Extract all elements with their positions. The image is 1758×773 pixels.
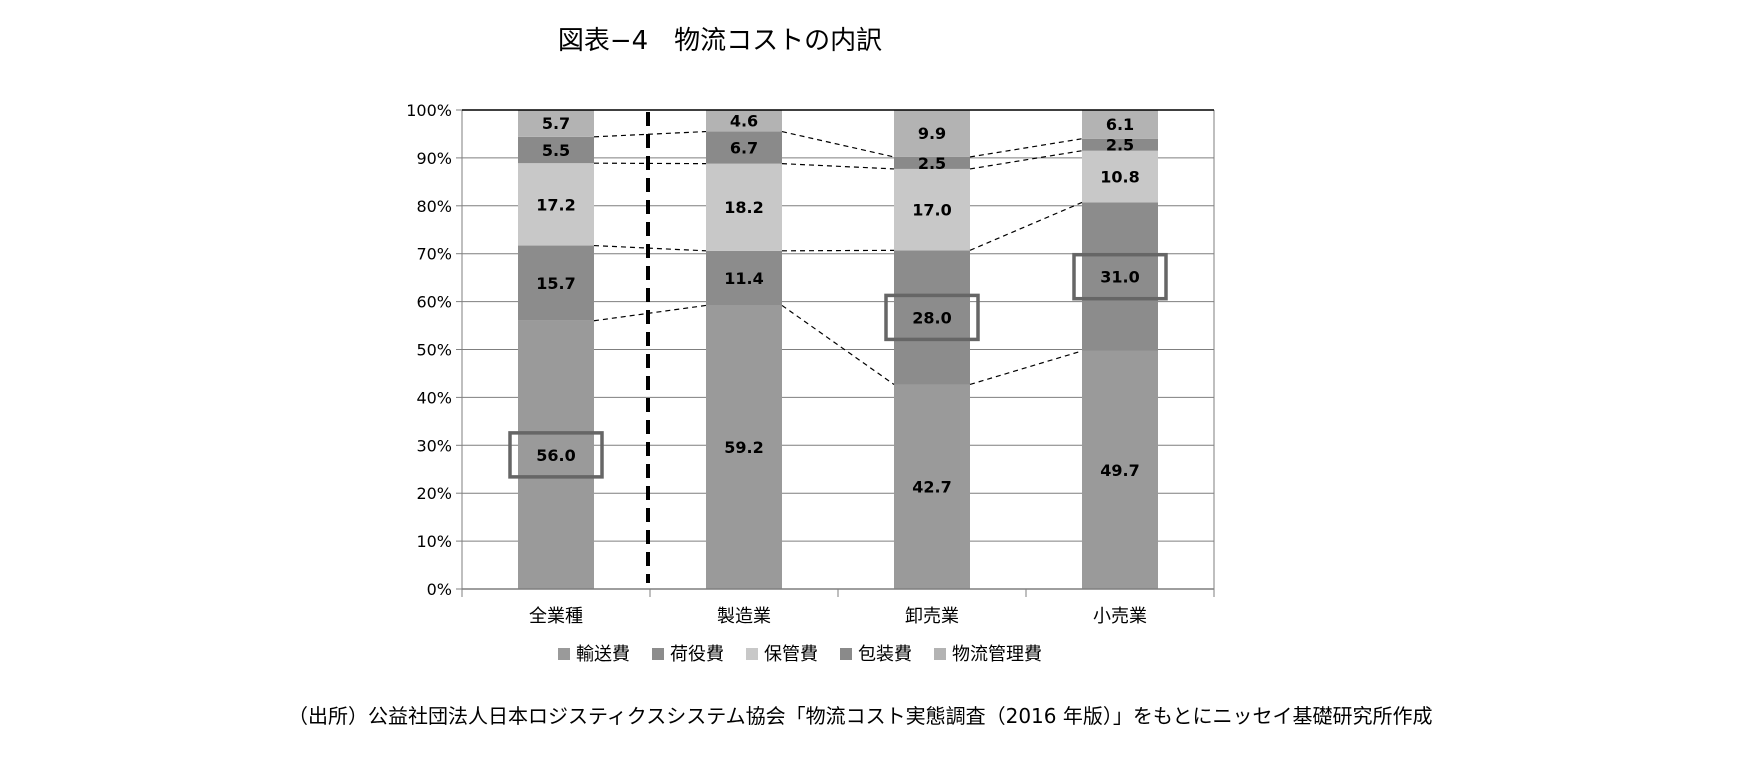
data-label: 59.2 — [724, 438, 763, 457]
bar-segment — [894, 168, 970, 251]
data-label: 56.0 — [536, 446, 575, 465]
bar-segment — [1082, 350, 1158, 589]
data-label: 17.2 — [536, 195, 575, 214]
connector-line — [781, 130, 895, 158]
data-label: 4.6 — [730, 112, 758, 131]
y-tick-label: 0% — [427, 580, 452, 599]
legend: 輸送費 荷役費 保管費 包装費 物流管理費 — [558, 644, 1042, 665]
bar-segment — [518, 136, 594, 164]
bar-segment — [894, 109, 970, 157]
highlight-box — [508, 431, 604, 479]
chart-title: 図表−4 物流コストの内訳 — [557, 26, 883, 56]
connector-line — [969, 350, 1083, 386]
data-label: 42.7 — [912, 478, 951, 497]
connector-line — [781, 304, 895, 385]
data-label: 17.0 — [912, 201, 951, 220]
legend-swatch — [746, 648, 758, 660]
y-tick-label: 70% — [416, 245, 452, 264]
data-label: 31.0 — [1100, 268, 1139, 287]
data-label: 5.5 — [542, 141, 570, 160]
data-label: 49.7 — [1100, 461, 1139, 480]
bar-segment — [1082, 109, 1158, 139]
legend-label: 物流管理費 — [952, 644, 1042, 665]
bar-segment — [894, 384, 970, 589]
bar-segment — [894, 250, 970, 385]
source-note: （出所）公益社団法人日本ロジスティクスシステム協会「物流コスト実態調査（2016… — [288, 704, 1433, 728]
data-label: 15.7 — [536, 274, 575, 293]
bar-segment — [518, 163, 594, 246]
bar-segment — [894, 156, 970, 169]
y-tick-label: 80% — [416, 197, 452, 216]
data-label: 6.1 — [1106, 115, 1134, 134]
data-label: 9.9 — [918, 124, 946, 143]
bar-segment — [706, 250, 782, 306]
data-label: 2.5 — [1106, 136, 1134, 155]
data-label: 2.5 — [918, 154, 946, 173]
legend-label: 包装費 — [858, 644, 912, 665]
bar-segment — [706, 109, 782, 132]
bar-segment — [1082, 138, 1158, 151]
y-tick-label: 50% — [416, 341, 452, 360]
y-tick-label: 20% — [416, 484, 452, 503]
bar-segment — [1082, 150, 1158, 203]
y-tick-label: 100% — [406, 101, 452, 120]
highlight-box — [1072, 252, 1168, 301]
connector-line — [969, 201, 1083, 251]
y-tick-label: 60% — [416, 293, 452, 312]
legend-label: 輸送費 — [576, 644, 630, 665]
bar-segment — [1082, 202, 1158, 351]
bar-segment — [518, 109, 594, 137]
highlight-box — [884, 293, 980, 342]
data-label: 28.0 — [912, 308, 951, 327]
y-tick-label: 30% — [416, 436, 452, 455]
data-label: 18.2 — [724, 198, 763, 217]
bar-segment — [518, 320, 594, 589]
y-tick-label: 10% — [416, 532, 452, 551]
data-label: 10.8 — [1100, 168, 1139, 187]
data-label: 11.4 — [724, 269, 763, 288]
legend-label: 荷役費 — [670, 644, 724, 665]
legend-swatch — [558, 648, 570, 660]
x-category-label: 卸売業 — [905, 606, 959, 627]
bar-segment — [706, 131, 782, 164]
connector-line — [969, 138, 1083, 158]
data-label: 6.7 — [730, 139, 758, 158]
legend-label: 保管費 — [764, 644, 818, 665]
legend-swatch — [652, 648, 664, 660]
bar-segment — [518, 245, 594, 321]
x-category-label: 製造業 — [717, 606, 771, 627]
y-tick-label: 90% — [416, 149, 452, 168]
data-label: 5.7 — [542, 114, 570, 133]
connector-line — [969, 150, 1083, 170]
bar-segment — [706, 163, 782, 251]
legend-swatch — [934, 648, 946, 660]
bar-segment — [706, 305, 782, 589]
legend-swatch — [840, 648, 852, 660]
x-category-label: 小売業 — [1093, 606, 1147, 627]
y-tick-label: 40% — [416, 388, 452, 407]
x-category-label: 全業種 — [529, 606, 583, 627]
connector-line — [781, 163, 895, 170]
